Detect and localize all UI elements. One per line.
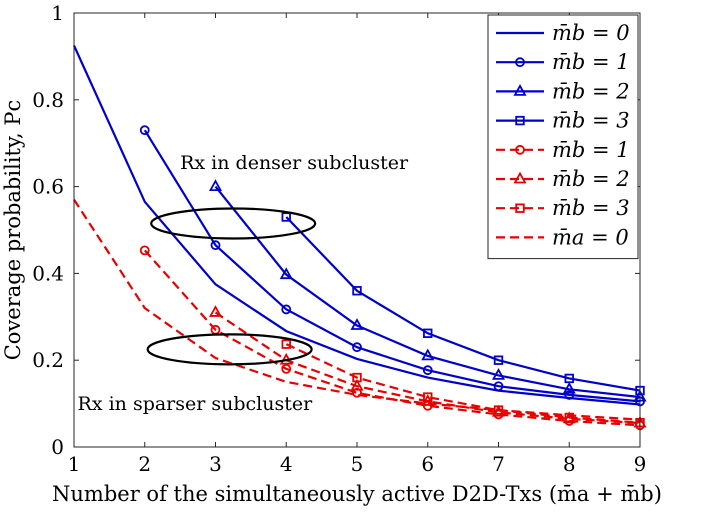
annotation-ellipse-2 [146, 333, 313, 366]
y-axis-label: Coverage probability, Pc [1, 100, 25, 361]
data-point-7-2 [352, 372, 362, 383]
legend-label-3: m̄b = 2 [552, 79, 630, 103]
legend-label-7: m̄b = 3 [552, 196, 630, 220]
legend-label-2: m̄b = 1 [552, 50, 630, 74]
series-line-4 [285, 216, 641, 392]
data-point-6-3 [350, 378, 364, 391]
data-point-2-5 [422, 365, 433, 376]
annotation-layer: Rx in denser subcluster Rx in sparser sub… [78, 152, 409, 415]
data-point-2-1 [139, 125, 150, 136]
legend-marker-4 [515, 115, 525, 126]
x-axis-label: Number of the simultaneously active D2D-… [52, 482, 662, 506]
legend-item-5: m̄b = 1 [496, 138, 630, 162]
x-tick-label-7: 7 [492, 452, 505, 476]
legend-label-1: m̄b = 0 [552, 21, 630, 45]
annotation-label-1: Rx in denser subcluster [180, 152, 409, 174]
data-point-3-5 [491, 368, 506, 380]
legend-item-6: m̄b = 2 [496, 167, 630, 191]
y-tick-label-0.8: 0.8 [32, 88, 64, 112]
data-point-2-2 [210, 240, 221, 251]
data-point-2-7 [564, 390, 575, 400]
y-tick-label-0.2: 0.2 [32, 348, 64, 372]
series-1 [72, 45, 641, 406]
x-tick-label-5: 5 [351, 452, 364, 476]
x-tick-label-3: 3 [209, 452, 222, 476]
data-point-4-3 [423, 328, 433, 338]
legend-marker-7 [515, 203, 525, 213]
series-line-3 [214, 185, 641, 399]
legend: m̄b = 0 m̄b = 1 m̄b = 2 m̄b = 3 m̄b = 1 m̄b =… [487, 14, 639, 260]
series-2 [139, 125, 645, 407]
x-tick-label-4: 4 [280, 452, 293, 476]
data-point-4-5 [564, 373, 574, 384]
data-point-7-5 [564, 412, 574, 423]
y-tick-label-0.4: 0.4 [32, 261, 64, 285]
y-tick-label-1: 1 [51, 1, 64, 25]
legend-label-4: m̄b = 3 [552, 109, 630, 133]
data-point-7-1 [281, 339, 291, 349]
series-line-8 [73, 198, 641, 421]
data-point-3-3 [350, 318, 364, 330]
data-point-4-2 [352, 286, 362, 296]
data-point-3-1 [208, 179, 223, 192]
series-line-2 [143, 129, 641, 403]
data-point-6-1 [208, 305, 223, 317]
series-line-1 [72, 45, 641, 406]
legend-item-8: m̄a = 0 [496, 225, 629, 249]
legend-marker-2 [515, 57, 525, 68]
legend-item-4: m̄b = 3 [496, 109, 630, 133]
legend-item-1: m̄b = 0 [496, 21, 630, 45]
data-point-3-6 [562, 381, 576, 394]
data-point-3-4 [421, 348, 435, 361]
y-tick-label-0: 0 [51, 435, 64, 459]
legend-item-2: m̄b = 1 [496, 50, 630, 74]
annotation-label-2: Rx in sparser subcluster [78, 393, 314, 415]
annotation-ellipse-1 [150, 207, 317, 240]
series-line-7 [285, 343, 641, 424]
legend-marker-3 [513, 84, 527, 96]
tick-layer: 1 2 3 4 5 6 7 8 9 0 0.2 0.4 0.6 0.8 1 [32, 1, 646, 476]
legend-box [487, 14, 639, 260]
legend-label-8: m̄a = 0 [552, 225, 629, 249]
data-point-2-4 [352, 342, 362, 353]
x-tick-label-1: 1 [68, 452, 81, 476]
data-point-5-3 [281, 363, 292, 374]
y-tick-label-0.6: 0.6 [32, 175, 64, 199]
data-point-2-3 [281, 304, 292, 315]
x-tick-label-2: 2 [138, 452, 151, 476]
data-point-3-2 [279, 267, 293, 280]
legend-item-3: m̄b = 2 [496, 79, 630, 103]
legend-item-7: m̄b = 3 [496, 196, 630, 220]
x-tick-label-9: 9 [634, 452, 647, 476]
x-tick-label-6: 6 [421, 452, 434, 476]
legend-label-6: m̄b = 2 [552, 167, 630, 191]
series-8 [73, 198, 641, 421]
legend-marker-6 [513, 171, 527, 184]
data-point-5-4 [352, 387, 362, 398]
data-point-2-6 [493, 381, 504, 392]
data-point-4-4 [493, 355, 504, 365]
legend-label-5: m̄b = 1 [552, 138, 630, 162]
data-point-5-1 [139, 245, 150, 256]
legend-marker-5 [515, 144, 525, 155]
data-point-4-1 [281, 212, 291, 222]
data-point-7-3 [423, 392, 433, 402]
x-tick-label-8: 8 [563, 452, 576, 476]
